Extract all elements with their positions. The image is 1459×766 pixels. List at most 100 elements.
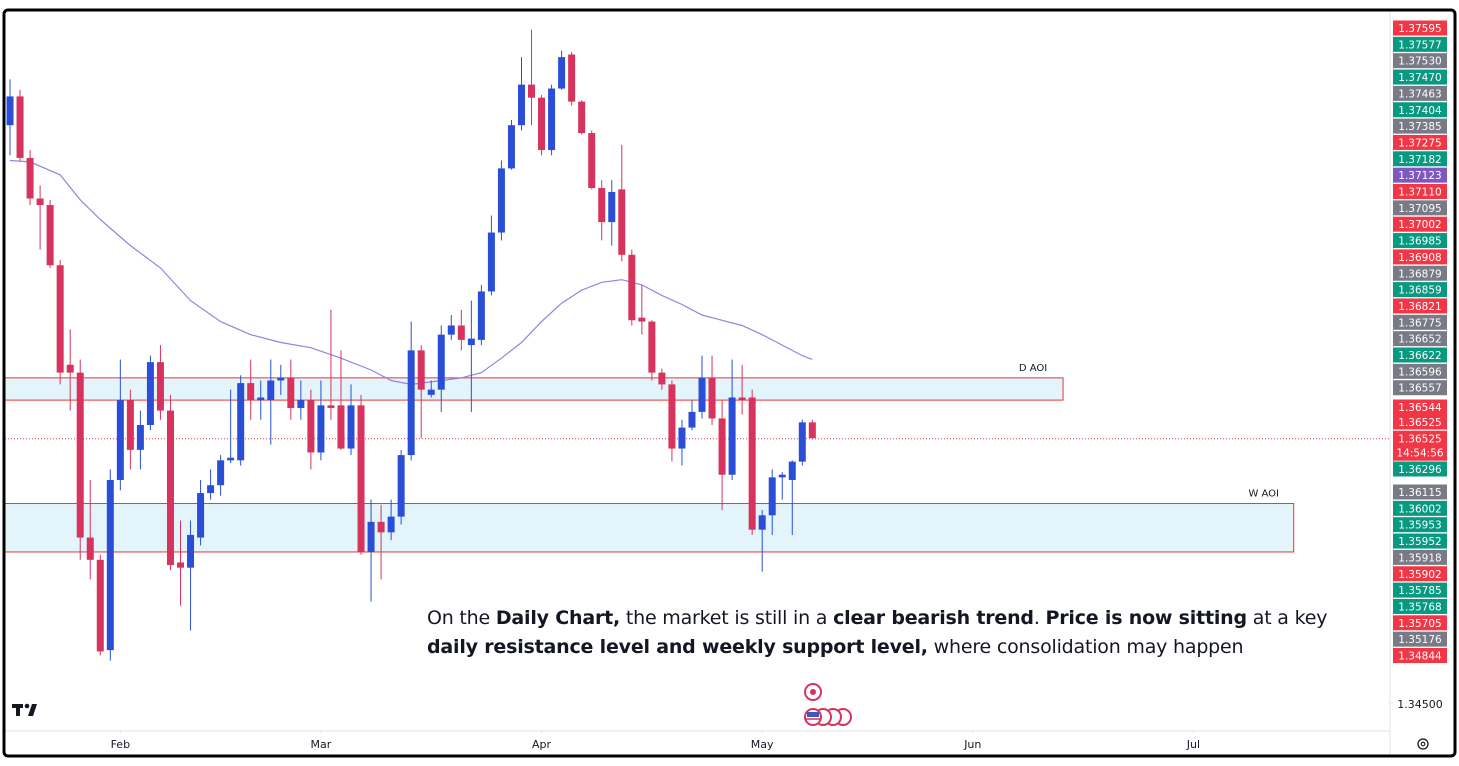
note-text: daily resistance level and weekly suppor… (427, 636, 928, 658)
candle-body (758, 515, 766, 530)
price-tag-label: 1.36622 (1398, 350, 1441, 362)
last-price-label: 1.36525 (1398, 434, 1441, 446)
candle-body (487, 232, 495, 292)
price-tag (1393, 216, 1447, 232)
price-tag (1393, 399, 1447, 415)
price-tag (1393, 648, 1447, 663)
price-tag (1393, 118, 1447, 134)
candle-body (277, 377, 285, 381)
price-tag (1393, 533, 1447, 549)
note-text: at a key (1246, 607, 1328, 629)
price-tag (1393, 517, 1447, 533)
price-tag-label: 1.35952 (1398, 536, 1441, 548)
price-tag (1393, 549, 1447, 565)
candle-body (718, 418, 726, 475)
candle-body (367, 521, 375, 552)
x-tick-label: Feb (111, 738, 130, 751)
note-text: On the (427, 607, 496, 629)
candle-body (477, 291, 485, 340)
price-tag (1393, 331, 1447, 347)
price-tag-label: 1.36115 (1398, 487, 1441, 499)
candle-body (638, 317, 646, 322)
price-tag-label: 1.36859 (1398, 285, 1441, 297)
candle-body (187, 534, 195, 568)
price-tag (1393, 151, 1447, 167)
price-tag (1393, 249, 1447, 265)
price-tag (1393, 298, 1447, 314)
price-tag (1393, 414, 1447, 430)
candle-body (618, 189, 626, 255)
candle-body (287, 377, 295, 408)
candle-body (267, 380, 275, 401)
x-tick-label: Mar (311, 738, 332, 751)
logo (12, 703, 37, 716)
price-tag-label: 1.37470 (1398, 72, 1441, 84)
candle-body (317, 405, 325, 453)
settings-icon[interactable] (1417, 738, 1429, 750)
price-tag (1393, 102, 1447, 118)
candle-body (548, 88, 556, 151)
candle-body (417, 350, 425, 390)
price-tag (1393, 615, 1447, 631)
candle-body (347, 405, 355, 449)
candle-body (136, 424, 144, 450)
price-tag-label: 1.37123 (1398, 170, 1441, 182)
candle-body (56, 265, 64, 373)
price-tag (1393, 233, 1447, 249)
note-text: the market is still in a (620, 607, 834, 629)
price-tag-label: 1.37002 (1398, 219, 1441, 231)
price-tag-label: 1.36296 (1398, 464, 1442, 476)
candle-body (16, 96, 24, 158)
candle-body (608, 191, 616, 223)
candle-body (46, 205, 54, 266)
candle-body (437, 334, 445, 390)
price-tag (1393, 265, 1447, 281)
price-tag-label: 1.35705 (1398, 618, 1441, 630)
price-tag-label: 1.37530 (1398, 56, 1441, 68)
candle-body (247, 383, 255, 401)
candle-body (588, 133, 596, 189)
note-text: clear bearish trend (833, 607, 1034, 629)
price-tag-label: 1.37463 (1398, 88, 1441, 100)
price-tag (1393, 200, 1447, 216)
candle-body (768, 477, 776, 516)
zone-label: W AOI (1248, 489, 1279, 500)
candle-body (177, 562, 185, 568)
x-tick-label: Jun (963, 738, 981, 751)
price-tag (1393, 566, 1447, 582)
price-tag (1393, 461, 1447, 477)
zone-label: D AOI (1019, 363, 1047, 374)
candle-body (778, 474, 786, 478)
price-tag-label: 1.36557 (1398, 383, 1441, 395)
candle-body (798, 422, 806, 462)
price-tag-label: 1.36525 (1398, 417, 1441, 429)
candle-body (517, 84, 525, 126)
candle-body (387, 516, 395, 533)
candle-body (6, 96, 14, 126)
price-tag (1393, 500, 1447, 516)
candle-body (197, 493, 205, 538)
candle-body (538, 97, 546, 151)
candle-body (688, 411, 696, 428)
candle-body (257, 397, 265, 401)
price-tag (1393, 85, 1447, 101)
price-tag (1393, 347, 1447, 363)
candle-body (126, 400, 134, 450)
candle-body (217, 460, 225, 486)
candle-body (668, 384, 676, 449)
price-tag (1393, 53, 1447, 69)
price-tag-label: 1.37095 (1398, 203, 1441, 215)
settings-icon-center (1420, 741, 1426, 747)
price-tag-label: 1.37275 (1398, 137, 1441, 149)
candle-body (146, 362, 154, 425)
price-tag-label: 1.34844 (1398, 651, 1442, 663)
candle-body (427, 389, 435, 395)
price-tag (1393, 598, 1447, 614)
note-text: Price is now sitting (1045, 607, 1248, 629)
candle-body (738, 397, 746, 401)
candle-body (628, 254, 636, 321)
candle-body (156, 362, 164, 411)
candle-body (327, 405, 335, 408)
candle-body (578, 101, 586, 134)
